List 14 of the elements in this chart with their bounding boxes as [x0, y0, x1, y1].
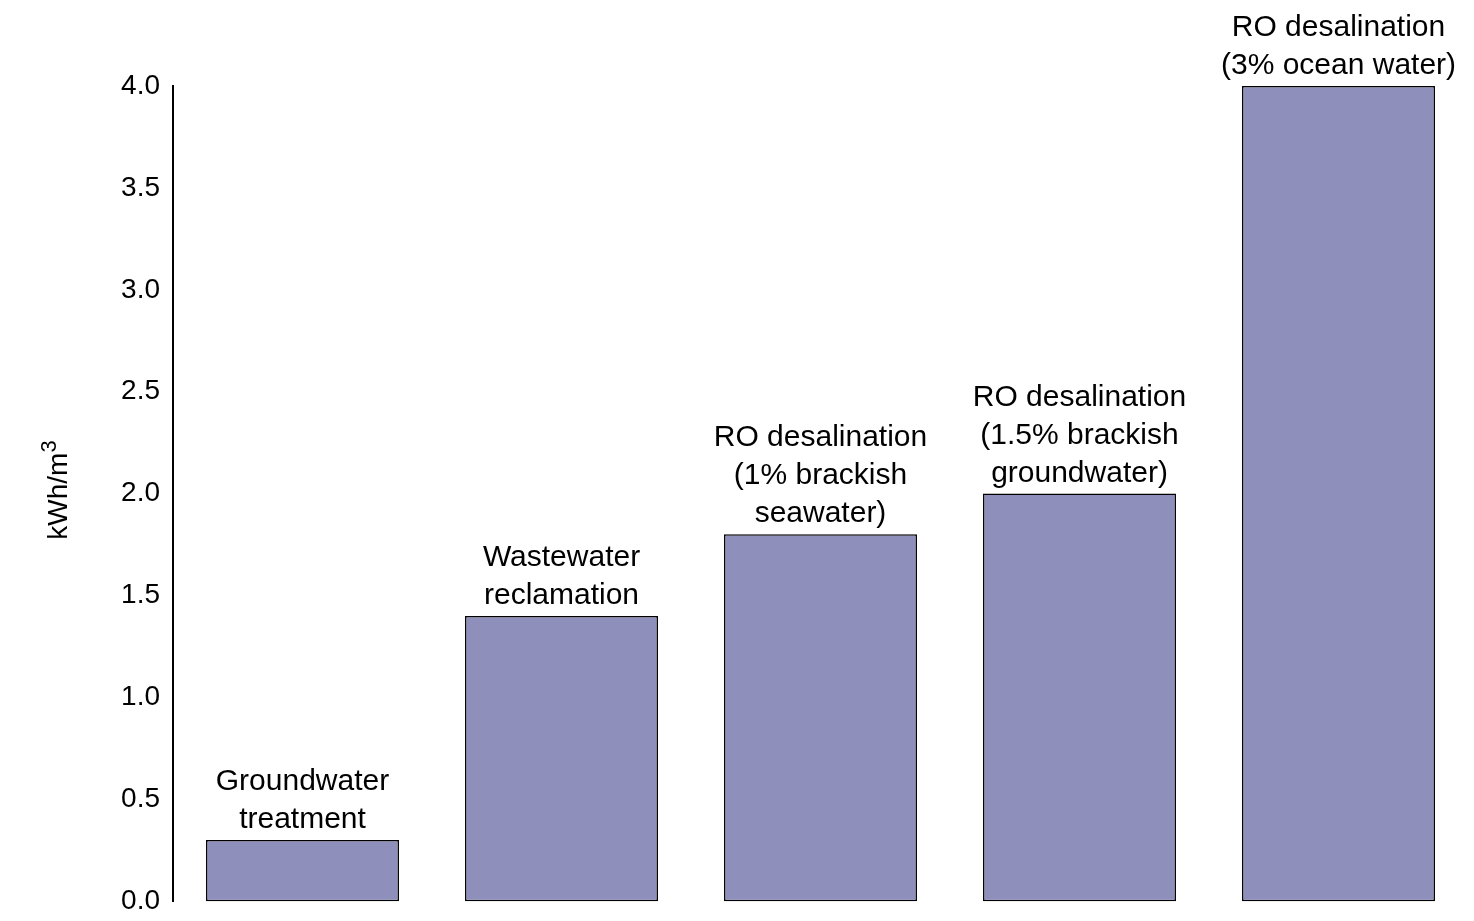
y-tick-label: 3.0 — [121, 272, 160, 304]
x-tick-label: RO desalination (3% ocean water) — [1220, 9, 1457, 80]
y-tick-label: 2.5 — [121, 374, 160, 406]
y-tick-label: 2.0 — [121, 476, 160, 508]
y-tick-label: 3.5 — [121, 170, 160, 202]
x-tick-label: Groundwater treatment — [215, 763, 390, 835]
x-tick-label: RO desalination (1% brackish seawater) — [713, 419, 928, 529]
y-tick-label: 1.5 — [121, 578, 160, 610]
y-tick-label: 0.5 — [121, 782, 160, 814]
y-tick-label: 1.0 — [121, 680, 160, 712]
x-tick-label: Wastewater reclamation — [482, 538, 641, 610]
y-tick-label: 0.0 — [121, 883, 160, 915]
y-tick-label: 4.0 — [121, 68, 160, 100]
x-tick-label: RO desalination (1.5% brackish groundwater) — [972, 378, 1187, 488]
